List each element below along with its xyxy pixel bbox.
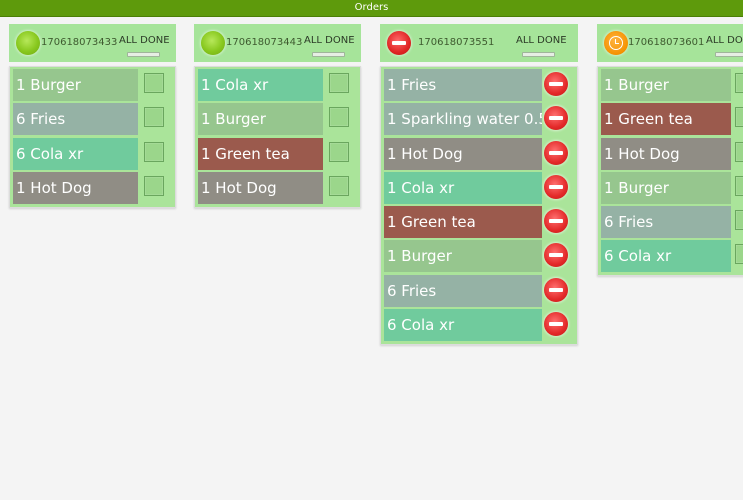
cancel-order-icon[interactable] — [387, 31, 411, 55]
all-done-underline — [522, 52, 555, 57]
remove-item-icon[interactable] — [544, 174, 568, 199]
order-item: 6 Cola xr — [384, 309, 574, 342]
order-item: 6 Cola xr — [13, 137, 172, 170]
all-done-button[interactable]: ALL DONE — [119, 35, 170, 46]
order-card: 170618073551 ALL DONE 1 Fries 1 Sparkling w… — [380, 24, 578, 346]
order-header: 170618073443 ALL DONE — [194, 24, 361, 62]
order-item-label: 1 Burger — [601, 171, 731, 204]
order-item: 1 Hot Dog — [198, 171, 357, 204]
item-done-checkbox[interactable] — [735, 73, 743, 93]
item-done-checkbox[interactable] — [329, 175, 349, 196]
order-item: 1 Green tea — [198, 137, 357, 170]
order-item: 6 Fries — [13, 103, 172, 136]
order-item: 1 Sparkling water 0.5 — [384, 103, 574, 136]
order-item-label: 1 Burger — [13, 69, 138, 101]
remove-item-icon[interactable] — [544, 72, 568, 96]
all-done-underline — [715, 52, 743, 57]
order-item-label: 1 Fries — [384, 69, 542, 101]
all-done-button[interactable]: ALL DONE — [516, 35, 567, 46]
order-item-label: 1 Burger — [601, 69, 731, 101]
order-items-list: 1 Burger 6 Fries 6 Cola xr 1 Hot Dog — [9, 66, 176, 208]
order-item-label: 1 Hot Dog — [384, 137, 542, 170]
order-item-label: 1 Green tea — [384, 206, 542, 239]
item-done-checkbox[interactable] — [735, 244, 743, 265]
all-done-underline — [312, 52, 345, 57]
order-card: 170618073443 ALL DONE 1 Cola xr 1 Burger 1 G… — [194, 24, 361, 208]
order-item: 1 Burger — [384, 240, 574, 273]
order-item-label: 6 Cola xr — [601, 240, 731, 273]
order-items-list: 1 Burger 1 Green tea 1 Hot Dog 1 Burger 6 Fr… — [597, 66, 743, 277]
remove-item-icon[interactable] — [544, 140, 568, 165]
item-done-checkbox[interactable] — [144, 141, 164, 162]
order-item: 1 Hot Dog — [601, 137, 743, 170]
app-title-bar: Orders — [0, 0, 743, 17]
item-done-checkbox[interactable] — [329, 107, 349, 128]
item-done-checkbox[interactable] — [735, 141, 743, 162]
order-item-label: 6 Fries — [13, 103, 138, 136]
item-done-checkbox[interactable] — [144, 73, 164, 93]
remove-item-icon[interactable] — [544, 209, 568, 234]
order-item-label: 1 Sparkling water 0.5 — [384, 103, 542, 136]
order-item: 6 Fries — [601, 206, 743, 239]
order-number: 170618073433 — [41, 37, 118, 48]
app-title: Orders — [354, 2, 389, 13]
order-item: 1 Hot Dog — [13, 171, 172, 204]
order-item-label: 6 Fries — [601, 206, 731, 239]
remove-item-icon[interactable] — [544, 106, 568, 131]
all-done-underline — [127, 52, 160, 57]
item-done-checkbox[interactable] — [329, 141, 349, 162]
order-item-label: 1 Green tea — [601, 103, 731, 136]
order-item: 6 Cola xr — [601, 240, 743, 273]
item-done-checkbox[interactable] — [735, 210, 743, 231]
order-item-label: 1 Hot Dog — [198, 171, 323, 204]
order-item-label: 1 Cola xr — [198, 69, 323, 101]
item-done-checkbox[interactable] — [329, 73, 349, 93]
order-item-label: 6 Cola xr — [13, 137, 138, 170]
order-header: 170618073433 ALL DONE — [9, 24, 176, 62]
order-item-label: 1 Hot Dog — [13, 171, 138, 204]
order-number: 170618073551 — [418, 37, 495, 48]
order-item: 1 Burger — [601, 69, 743, 101]
order-card: 170618073433 ALL DONE 1 Burger 6 Fries 6 Col… — [9, 24, 176, 208]
order-item: 1 Green tea — [384, 206, 574, 239]
pending-clock-icon[interactable] — [604, 31, 628, 55]
ready-status-icon[interactable] — [16, 31, 40, 55]
order-number: 170618073443 — [226, 37, 303, 48]
order-item-label: 1 Cola xr — [384, 171, 542, 204]
order-item: 1 Green tea — [601, 103, 743, 136]
item-done-checkbox[interactable] — [735, 107, 743, 128]
order-item: 1 Hot Dog — [384, 137, 574, 170]
order-header: 170618073551 ALL DONE — [380, 24, 578, 62]
order-item-label: 1 Burger — [198, 103, 323, 136]
remove-item-icon[interactable] — [544, 312, 568, 337]
order-number: 170618073601 — [628, 37, 705, 48]
order-item: 1 Burger — [198, 103, 357, 136]
all-done-button[interactable]: ALL DONE — [304, 35, 355, 46]
all-done-button[interactable]: ALL DONE — [706, 35, 743, 46]
order-items-list: 1 Cola xr 1 Burger 1 Green tea 1 Hot Dog — [194, 66, 361, 208]
order-item-label: 6 Fries — [384, 274, 542, 307]
order-items-list: 1 Fries 1 Sparkling water 0.5 1 Hot Dog 1 C… — [380, 66, 578, 346]
order-item: 1 Burger — [601, 171, 743, 204]
order-item-label: 1 Hot Dog — [601, 137, 731, 170]
order-item-label: 6 Cola xr — [384, 309, 542, 342]
order-item: 1 Burger — [13, 69, 172, 101]
item-done-checkbox[interactable] — [735, 175, 743, 196]
remove-item-icon[interactable] — [544, 243, 568, 268]
item-done-checkbox[interactable] — [144, 175, 164, 196]
order-item: 6 Fries — [384, 274, 574, 307]
order-item-label: 1 Green tea — [198, 137, 323, 170]
ready-status-icon[interactable] — [201, 31, 225, 55]
order-item: 1 Fries — [384, 69, 574, 101]
order-item: 1 Cola xr — [198, 69, 357, 101]
remove-item-icon[interactable] — [544, 277, 568, 302]
item-done-checkbox[interactable] — [144, 107, 164, 128]
order-item: 1 Cola xr — [384, 171, 574, 204]
order-item-label: 1 Burger — [384, 240, 542, 273]
